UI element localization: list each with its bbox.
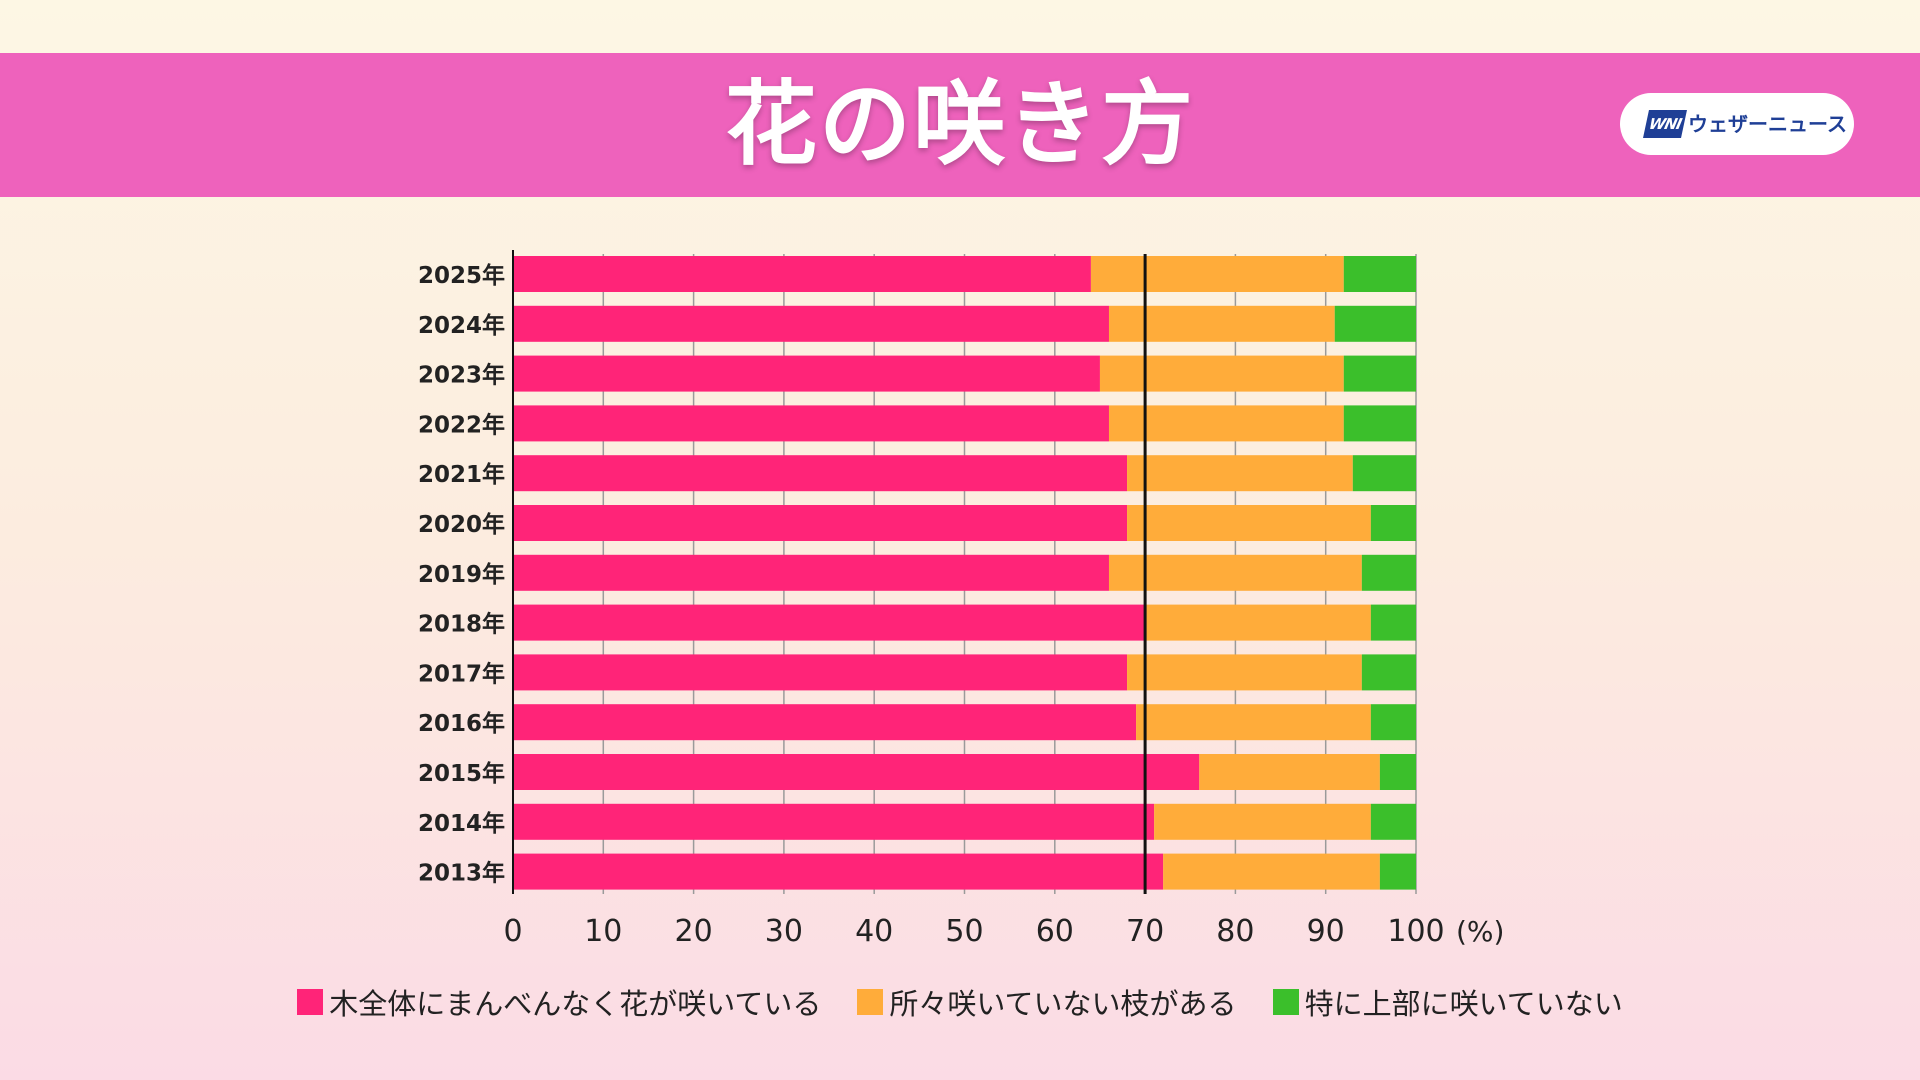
bar-segment [513, 405, 1109, 442]
bar-segment [513, 654, 1128, 691]
bar-segment [1127, 654, 1362, 691]
category-label: 2015年 [418, 760, 505, 787]
x-tick-label: 60 [1036, 914, 1074, 949]
bar-segment [1370, 704, 1416, 741]
x-tick-label: 70 [1126, 914, 1164, 949]
chart-legend: 木全体にまんべんなく花が咲いている 所々咲いていない枝がある 特に上部に咲いていない [0, 980, 1920, 1024]
bar-segment [1099, 355, 1344, 392]
category-label: 2024年 [418, 312, 505, 339]
bar-segment [1370, 505, 1416, 541]
legend-item: 所々咲いていない枝がある [857, 981, 1237, 1023]
category-label: 2016年 [418, 710, 505, 737]
bar-segment [1361, 554, 1416, 591]
legend-label: 木全体にまんべんなく花が咲いている [329, 987, 822, 1021]
bar-segment [1343, 355, 1416, 392]
x-tick-label: 40 [855, 914, 893, 949]
bar-segment [1334, 305, 1416, 342]
x-tick-label: 10 [584, 914, 622, 949]
bar-segment [1199, 754, 1380, 790]
page-title: 花の咲き方 [724, 71, 1195, 178]
category-label: 2019年 [418, 561, 505, 588]
category-label: 2018年 [418, 611, 505, 638]
bar-segment [1154, 803, 1371, 840]
bar-segment [1370, 604, 1416, 641]
x-unit-label: (%) [1456, 915, 1504, 948]
legend-item: 木全体にまんべんなく花が咲いている [297, 981, 821, 1023]
category-label: 2017年 [418, 660, 505, 687]
bar-segment [513, 305, 1109, 342]
bar-segment [513, 704, 1137, 741]
bar-segment [1108, 405, 1344, 442]
bar-segment [1090, 256, 1344, 292]
bar-segment [513, 505, 1128, 541]
bar-segment [513, 554, 1109, 591]
bar-segment [513, 803, 1155, 840]
category-label: 2013年 [418, 860, 505, 887]
x-tick-label: 90 [1307, 914, 1345, 949]
category-label: 2014年 [418, 810, 505, 837]
bar-segment [1127, 455, 1353, 492]
category-label: 2023年 [418, 362, 505, 389]
bar-segment [1343, 256, 1416, 292]
bar-segment [1370, 803, 1416, 840]
bar-segment [1108, 305, 1335, 342]
bar-segment [1136, 704, 1371, 741]
logo-text: ウェザーニュース [1688, 112, 1847, 136]
legend-swatch [857, 989, 884, 1015]
legend-swatch [1272, 989, 1299, 1015]
bar-segment [513, 754, 1200, 790]
legend-label: 特に上部に咲いていない [1304, 987, 1623, 1021]
bar-segment [1379, 853, 1416, 890]
legend-item: 特に上部に咲いていない [1272, 981, 1623, 1023]
title-banner: 花の咲き方 WNI ウェザーニュース [0, 53, 1920, 197]
bar-segment [513, 853, 1164, 890]
bar-segment [513, 455, 1128, 492]
x-tick-label: 30 [765, 914, 803, 949]
category-label: 2025年 [418, 262, 505, 289]
bar-segment [1361, 654, 1416, 691]
x-tick-label: 100 [1387, 914, 1444, 949]
bar-segment [1163, 853, 1380, 890]
category-label: 2020年 [418, 511, 505, 538]
bar-segment [1145, 604, 1371, 641]
x-tick-label: 80 [1216, 914, 1254, 949]
bar-segment [1379, 754, 1416, 790]
category-label: 2021年 [418, 461, 505, 488]
bar-segment [513, 355, 1100, 392]
x-tick-label: 50 [945, 914, 983, 949]
bar-segment [1352, 455, 1416, 492]
legend-label: 所々咲いていない枝がある [889, 987, 1237, 1021]
bar-segment [1343, 405, 1416, 442]
x-tick-label: 0 [503, 914, 522, 949]
bar-segment [513, 604, 1146, 641]
bar-segment [1127, 505, 1371, 541]
x-tick-label: 20 [675, 914, 713, 949]
weathernews-logo: WNI ウェザーニュース [1620, 93, 1854, 155]
legend-swatch [297, 989, 324, 1015]
bar-segment [1108, 554, 1362, 591]
category-label: 2022年 [418, 411, 505, 438]
bar-segment [513, 256, 1091, 292]
